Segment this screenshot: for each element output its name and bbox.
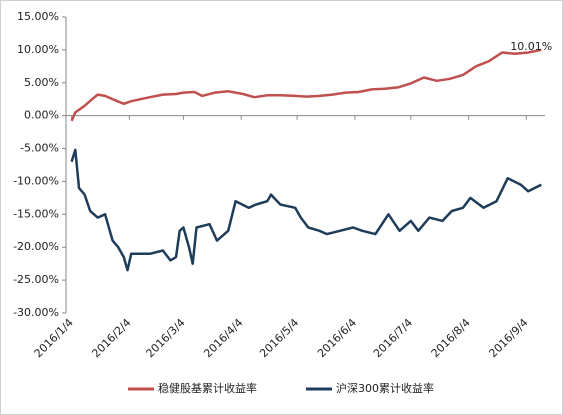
legend-label: 稳健股基累计收益率 <box>158 381 257 395</box>
y-tick-label: 0.00% <box>24 109 59 122</box>
series-line <box>70 48 542 122</box>
legend-label: 沪深300累计收益率 <box>336 381 434 395</box>
y-tick-label: -30.00% <box>13 306 59 319</box>
y-tick-label: -5.00% <box>20 142 59 155</box>
series-line <box>70 148 542 272</box>
y-tick-label: -10.00% <box>13 174 59 187</box>
y-tick-label: -25.00% <box>13 273 59 286</box>
y-tick-label: -20.00% <box>13 240 59 253</box>
y-tick-label: -15.00% <box>13 207 59 220</box>
y-tick-label: 15.00% <box>17 10 59 23</box>
y-tick-label: 10.00% <box>17 43 59 56</box>
y-tick-label: 5.00% <box>24 76 59 89</box>
annotation: 10.01% <box>510 40 552 53</box>
